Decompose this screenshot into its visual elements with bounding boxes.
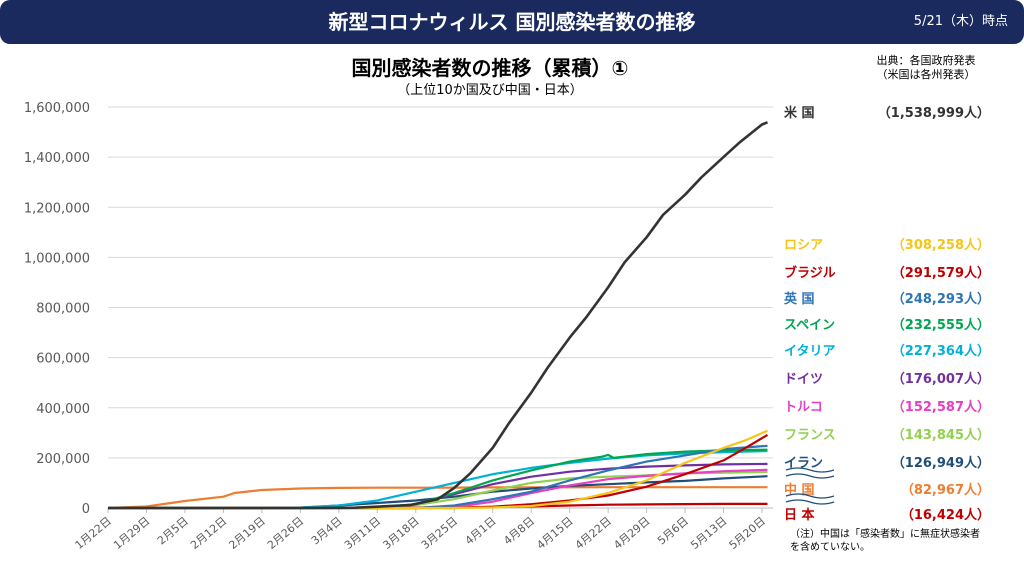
y-tick-label: 0 xyxy=(82,502,90,517)
x-tick-label: 2月12日 xyxy=(188,514,229,552)
wave-mark xyxy=(785,499,835,505)
x-tick-label: 3月11日 xyxy=(342,514,383,552)
legend-name: トルコ xyxy=(784,400,823,415)
source-line-2: （米国は各州発表） xyxy=(876,68,976,81)
x-tick-label: 4月15日 xyxy=(534,514,575,552)
legend-name: イタリア xyxy=(784,344,835,359)
x-tick-label: 1月22日 xyxy=(73,514,114,552)
legend-name: 日 本 xyxy=(784,507,815,523)
legend-wave-marks xyxy=(785,467,835,505)
legend-name: イラン xyxy=(784,456,823,471)
y-tick-label: 200,000 xyxy=(36,452,90,467)
legend-value: （308,258人） xyxy=(892,237,990,253)
chart-subtitle: （上位10か国及び中国・日本） xyxy=(397,83,583,98)
legend-value: （232,555人） xyxy=(892,317,990,333)
x-tick-label: 2月19日 xyxy=(227,514,268,552)
legend-value: （176,007人） xyxy=(892,371,990,387)
x-tick-label: 4月1日 xyxy=(463,514,499,547)
x-tick-label: 3月25日 xyxy=(419,514,460,552)
x-tick-label: 4月29日 xyxy=(611,514,652,552)
wave-mark xyxy=(785,493,835,499)
legend-name: スペイン xyxy=(784,318,835,333)
footnote-line-2: を含めていない。 xyxy=(790,542,870,553)
series-lines xyxy=(107,121,769,510)
header-bar xyxy=(0,0,1024,44)
series-line xyxy=(108,429,768,510)
legend-name: 英 国 xyxy=(783,291,815,307)
x-tick-label: 5月13日 xyxy=(688,514,729,552)
legend-value: （126,949人） xyxy=(892,455,990,471)
legend-value: （152,587人） xyxy=(892,399,990,415)
y-tick-label: 600,000 xyxy=(36,352,90,367)
x-tick-label: 1月29日 xyxy=(111,514,152,552)
wave-mark xyxy=(785,467,835,473)
legend-name: フランス xyxy=(784,428,836,443)
series-line xyxy=(108,470,768,510)
gridlines xyxy=(108,106,773,509)
y-tick-label: 1,600,000 xyxy=(24,101,90,116)
x-tick-label: 2月26日 xyxy=(265,514,306,552)
x-tick-label: 4月22日 xyxy=(573,514,614,552)
x-tick-label: 3月18日 xyxy=(380,514,421,552)
footnote: （注）中国は「感染者数」に無症状感染者 を含めていない。 xyxy=(790,528,1020,554)
header-title: 新型コロナウィルス 国別感染者数の推移 xyxy=(328,10,696,34)
x-tick-label: 5月6日 xyxy=(655,514,691,547)
x-tick-label: 4月8日 xyxy=(501,514,537,547)
footnote-line-1: （注）中国は「感染者数」に無症状感染者 xyxy=(790,529,980,540)
y-tick-label: 1,200,000 xyxy=(24,201,90,216)
y-tick-label: 1,400,000 xyxy=(24,151,90,166)
y-tick-label: 1,000,000 xyxy=(24,251,90,266)
source-line-1: 出典：各国政府発表 xyxy=(876,54,976,67)
y-tick-label: 400,000 xyxy=(36,402,90,417)
legend-value: （227,364人） xyxy=(892,343,990,359)
legend-value: （16,424人） xyxy=(901,507,990,523)
legend-name: 米 国 xyxy=(784,105,815,121)
series-line xyxy=(108,444,768,510)
legend-value: （82,967人） xyxy=(901,482,990,498)
series-line xyxy=(108,121,768,510)
x-tick-label: 2月5日 xyxy=(155,514,191,547)
legend-name: ブラジル xyxy=(784,265,836,281)
legend-value: （291,579人） xyxy=(892,265,990,281)
legend-value: （143,845人） xyxy=(892,427,990,443)
legend: 米 国 （1,538,999人） ロシア （308,258人） ブラジル （291,579… xyxy=(783,105,990,523)
legend-value: （248,293人） xyxy=(892,291,990,307)
source-note: 出典：各国政府発表 （米国は各州発表） xyxy=(846,54,1006,82)
chart-title: 国別感染者数の推移（累積）① xyxy=(351,56,629,80)
y-tick-label: 800,000 xyxy=(36,302,90,317)
legend-name: ドイツ xyxy=(784,372,823,387)
x-tick-label: 3月4日 xyxy=(309,514,345,547)
y-axis-tick-labels: 0 200,000 400,000 600,000 800,000 1,000,000 1,… xyxy=(24,101,90,517)
legend-value: （1,538,999人） xyxy=(878,105,990,121)
header-date: 5/21（木）時点 xyxy=(913,14,1008,29)
wave-mark xyxy=(785,473,835,479)
x-tick-label: 5月20日 xyxy=(727,514,768,552)
legend-name: ロシア xyxy=(784,238,823,253)
